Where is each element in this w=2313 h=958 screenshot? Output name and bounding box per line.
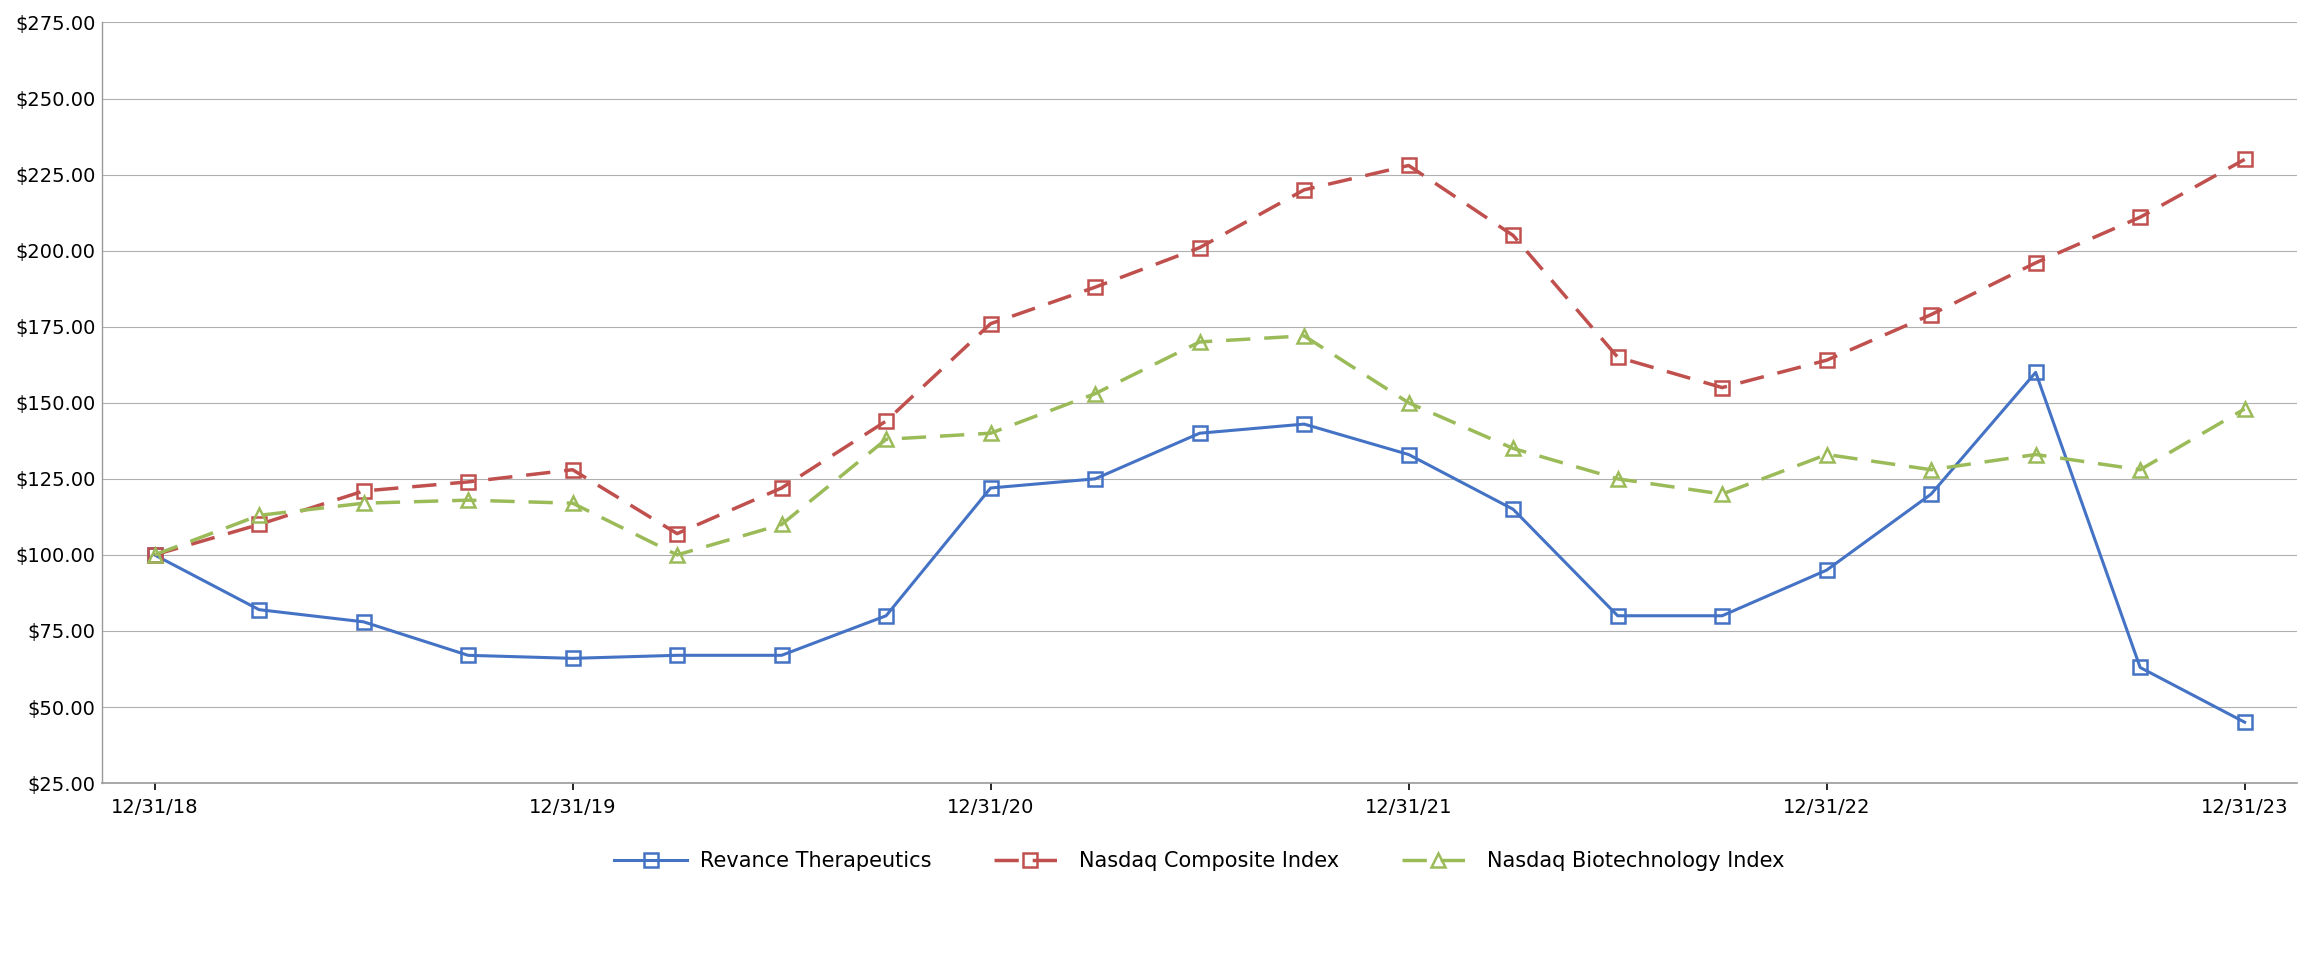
Revance Therapeutics — [1291, 419, 1318, 430]
Nasdaq Biotechnology Index — [1917, 464, 1945, 475]
Revance Therapeutics — [2126, 662, 2153, 673]
Nasdaq Biotechnology Index — [872, 434, 900, 445]
Nasdaq Composite Index — [560, 464, 588, 475]
Revance Therapeutics — [872, 610, 900, 622]
Line: Nasdaq Composite Index: Nasdaq Composite Index — [148, 152, 2251, 561]
Nasdaq Composite Index — [1499, 230, 1527, 241]
Nasdaq Composite Index — [1917, 308, 1945, 320]
Nasdaq Composite Index — [1187, 241, 1214, 253]
Revance Therapeutics — [2022, 367, 2049, 378]
Revance Therapeutics — [1187, 427, 1214, 439]
Nasdaq Biotechnology Index — [560, 497, 588, 509]
Nasdaq Composite Index — [2022, 257, 2049, 268]
Nasdaq Biotechnology Index — [1187, 336, 1214, 348]
Revance Therapeutics — [664, 650, 692, 661]
Nasdaq Composite Index — [349, 486, 377, 497]
Nasdaq Biotechnology Index — [1395, 397, 1422, 408]
Nasdaq Composite Index — [453, 476, 481, 488]
Nasdaq Composite Index — [768, 482, 796, 493]
Revance Therapeutics — [1080, 473, 1108, 485]
Line: Revance Therapeutics: Revance Therapeutics — [148, 365, 2251, 729]
Revance Therapeutics — [349, 616, 377, 627]
Revance Therapeutics — [453, 650, 481, 661]
Nasdaq Biotechnology Index — [245, 510, 273, 521]
Revance Therapeutics — [976, 482, 1004, 493]
Revance Therapeutics — [1917, 489, 1945, 500]
Nasdaq Composite Index — [1813, 354, 1841, 366]
Nasdaq Biotechnology Index — [349, 497, 377, 509]
Nasdaq Biotechnology Index — [976, 427, 1004, 439]
Nasdaq Biotechnology Index — [453, 494, 481, 506]
Line: Nasdaq Biotechnology Index: Nasdaq Biotechnology Index — [148, 329, 2251, 561]
Nasdaq Biotechnology Index — [2230, 403, 2257, 415]
Nasdaq Composite Index — [2230, 153, 2257, 165]
Revance Therapeutics — [560, 652, 588, 664]
Nasdaq Composite Index — [664, 528, 692, 539]
Revance Therapeutics — [245, 604, 273, 615]
Legend: Revance Therapeutics, Nasdaq Composite Index, Nasdaq Biotechnology Index: Revance Therapeutics, Nasdaq Composite I… — [606, 842, 1793, 879]
Nasdaq Biotechnology Index — [141, 549, 169, 560]
Nasdaq Composite Index — [1709, 382, 1737, 394]
Revance Therapeutics — [1603, 610, 1631, 622]
Nasdaq Biotechnology Index — [1813, 448, 1841, 460]
Revance Therapeutics — [1395, 448, 1422, 460]
Nasdaq Biotechnology Index — [1080, 388, 1108, 399]
Nasdaq Composite Index — [141, 549, 169, 560]
Nasdaq Composite Index — [245, 518, 273, 530]
Nasdaq Composite Index — [1395, 160, 1422, 171]
Nasdaq Biotechnology Index — [1499, 443, 1527, 454]
Nasdaq Composite Index — [872, 416, 900, 427]
Nasdaq Composite Index — [976, 318, 1004, 330]
Nasdaq Composite Index — [1603, 352, 1631, 363]
Nasdaq Biotechnology Index — [2022, 448, 2049, 460]
Revance Therapeutics — [2230, 717, 2257, 728]
Nasdaq Composite Index — [1291, 184, 1318, 195]
Nasdaq Composite Index — [2126, 212, 2153, 223]
Nasdaq Biotechnology Index — [664, 549, 692, 560]
Nasdaq Biotechnology Index — [1709, 489, 1737, 500]
Revance Therapeutics — [768, 650, 796, 661]
Nasdaq Biotechnology Index — [1603, 473, 1631, 485]
Nasdaq Biotechnology Index — [1291, 331, 1318, 342]
Revance Therapeutics — [141, 549, 169, 560]
Revance Therapeutics — [1813, 564, 1841, 576]
Revance Therapeutics — [1499, 504, 1527, 515]
Revance Therapeutics — [1709, 610, 1737, 622]
Nasdaq Biotechnology Index — [768, 518, 796, 530]
Nasdaq Composite Index — [1080, 282, 1108, 293]
Nasdaq Biotechnology Index — [2126, 464, 2153, 475]
